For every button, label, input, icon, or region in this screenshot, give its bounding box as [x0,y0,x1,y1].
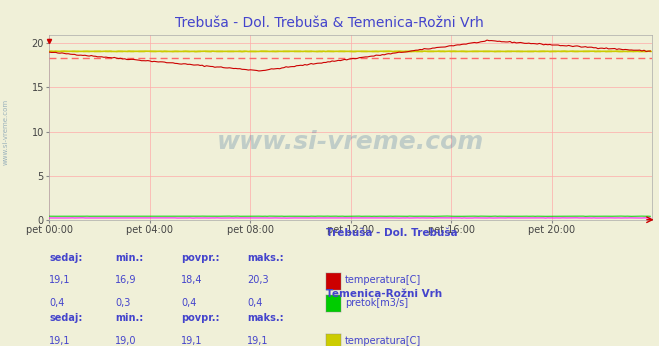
Text: maks.:: maks.: [247,253,284,263]
Text: povpr.:: povpr.: [181,313,219,323]
Text: temperatura[C]: temperatura[C] [345,275,421,285]
Text: 19,1: 19,1 [247,336,269,346]
Text: www.si-vreme.com: www.si-vreme.com [217,130,484,154]
Text: min.:: min.: [115,313,144,323]
Text: 19,1: 19,1 [181,336,203,346]
Text: pretok[m3/s]: pretok[m3/s] [345,298,408,308]
Text: 18,4: 18,4 [181,275,203,285]
Text: 16,9: 16,9 [115,275,137,285]
Text: temperatura[C]: temperatura[C] [345,336,421,346]
Text: Temenica-Rožni Vrh: Temenica-Rožni Vrh [326,289,442,299]
Text: povpr.:: povpr.: [181,253,219,263]
Text: Trebuša - Dol. Trebuša: Trebuša - Dol. Trebuša [326,228,458,238]
Text: sedaj:: sedaj: [49,313,83,323]
Text: Trebuša - Dol. Trebuša & Temenica-Rožni Vrh: Trebuša - Dol. Trebuša & Temenica-Rožni … [175,16,484,29]
Text: 19,1: 19,1 [49,275,71,285]
Text: 19,1: 19,1 [49,336,71,346]
Text: 20,3: 20,3 [247,275,269,285]
Text: 19,0: 19,0 [115,336,137,346]
Text: www.si-vreme.com: www.si-vreme.com [2,98,9,165]
Text: 0,4: 0,4 [49,298,65,308]
Text: 0,3: 0,3 [115,298,130,308]
Text: 0,4: 0,4 [181,298,196,308]
Text: sedaj:: sedaj: [49,253,83,263]
Text: maks.:: maks.: [247,313,284,323]
Text: 0,4: 0,4 [247,298,262,308]
Text: min.:: min.: [115,253,144,263]
